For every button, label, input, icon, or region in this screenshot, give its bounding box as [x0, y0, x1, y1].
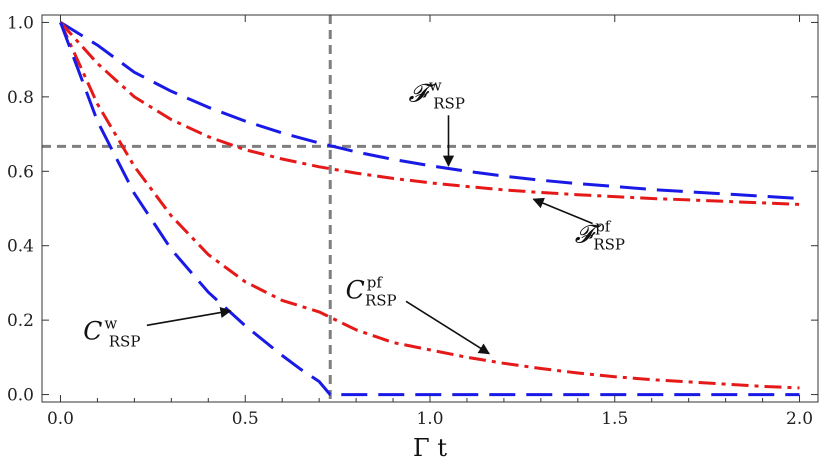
annotation-arrow	[405, 300, 491, 355]
x-tick-label: 0.5	[232, 409, 259, 429]
y-tick-label: 0.2	[7, 311, 34, 331]
series-line-c-pf	[59, 21, 800, 390]
annotation-arrow	[146, 307, 232, 327]
x-tick-label: 0.0	[47, 409, 74, 429]
plot-frame	[41, 14, 819, 403]
y-tick-label: 0.8	[7, 88, 34, 108]
ticks: 0.0 0.5 1.0 1.5 2.0 0.0 0.2 0.4 0.6 0.8 1.0	[7, 13, 818, 429]
y-tick-label: 0.0	[7, 386, 34, 406]
annotation-arrow	[532, 197, 593, 225]
y-tick-label: 1.0	[7, 13, 34, 33]
y-tick-label: 0.6	[7, 162, 34, 182]
x-tick-label: 2.0	[786, 409, 813, 429]
x-tick-label: 1.0	[416, 409, 443, 429]
x-tick-label: 1.5	[601, 409, 628, 429]
series-line-f-pf	[59, 21, 800, 206]
x-axis-title: Γ t	[413, 434, 447, 462]
series-line-c-w	[59, 21, 800, 397]
y-tick-label: 0.4	[7, 237, 34, 257]
reference-lines	[42, 15, 818, 402]
series-layer	[59, 21, 800, 397]
series-line-f-w	[59, 21, 800, 200]
